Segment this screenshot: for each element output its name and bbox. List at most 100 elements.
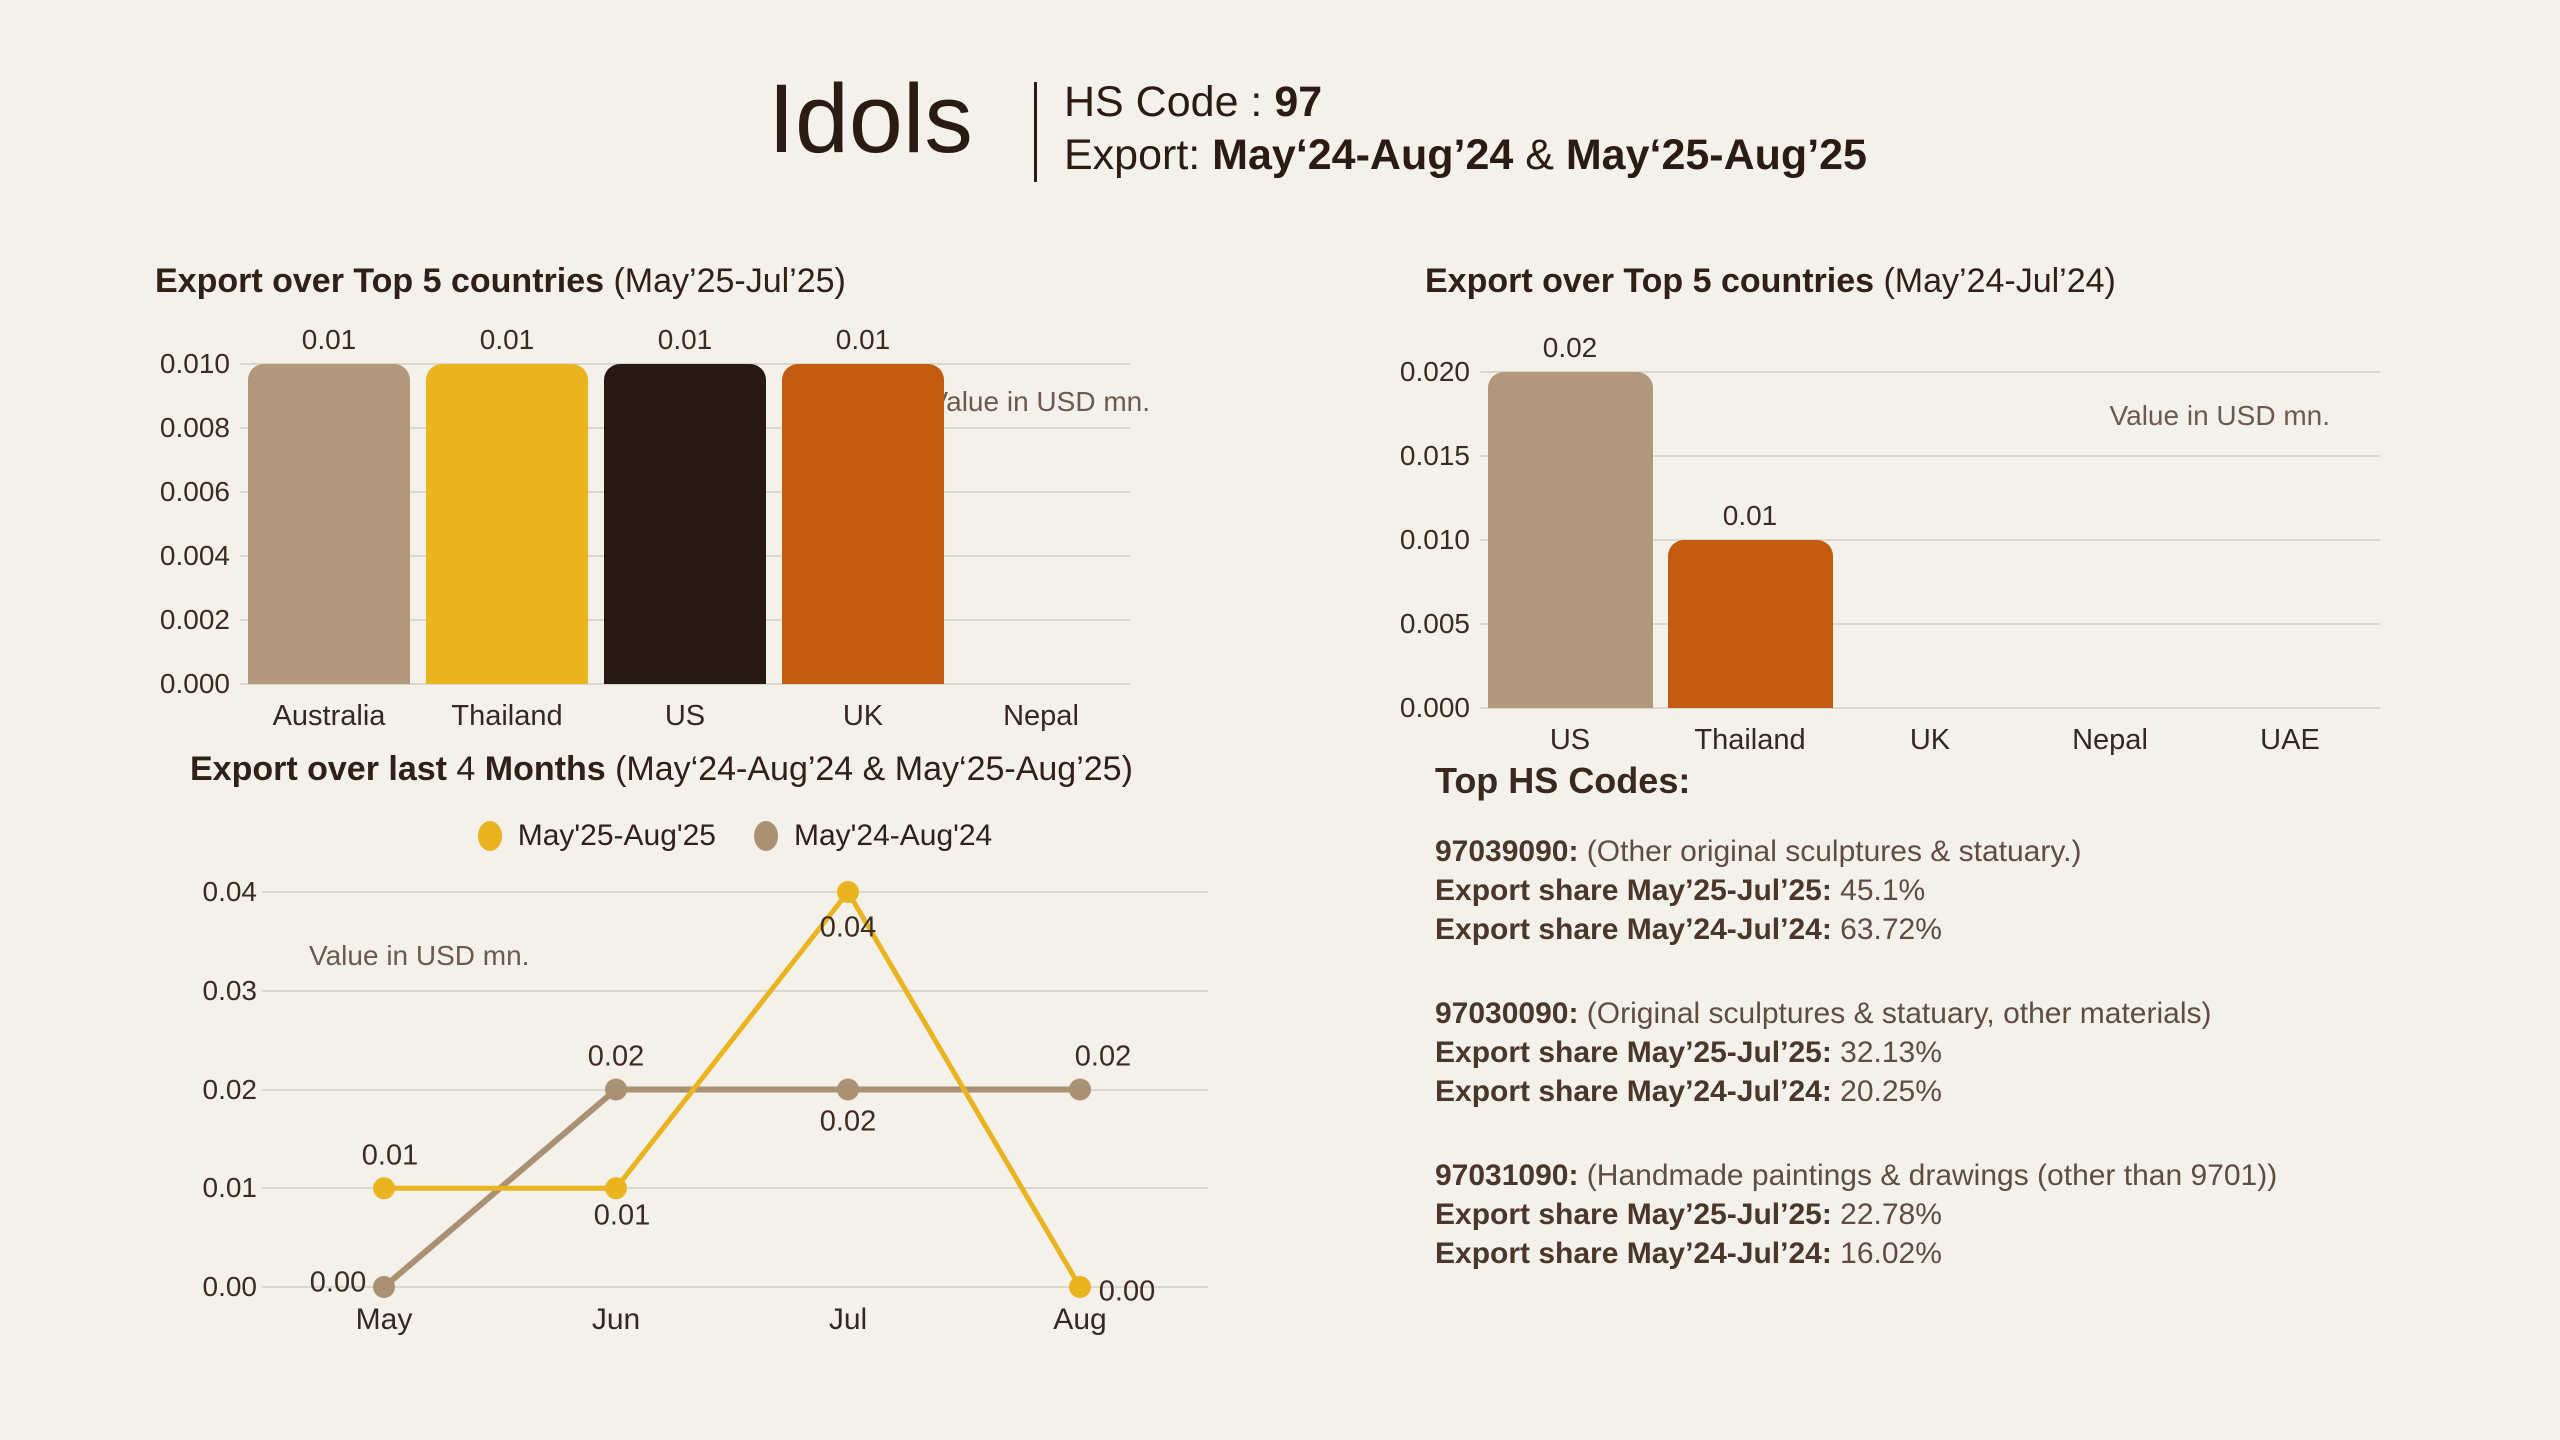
- share-value-25: 22.78%: [1831, 1198, 1942, 1231]
- x-category-label-nepal: Nepal: [1003, 700, 1079, 732]
- x-category-label-us: US: [664, 700, 706, 732]
- point-value-label-may-25-aug-25-jun: 0.01: [593, 1199, 651, 1232]
- hs-code-share-line: Export share May’25-Jul’25: 22.78%: [1435, 1195, 2555, 1234]
- data-point-may-25-aug-25-jul: [837, 881, 859, 903]
- bar-value-label-us: 0.01: [657, 324, 713, 355]
- bar-chart-2025-title-range: (May’25-Jul’25): [604, 262, 846, 300]
- y-axis-tick-label: 0.000: [1399, 692, 1470, 723]
- hs-code-description-line: 97030090: (Original sculptures & statuar…: [1435, 994, 2555, 1033]
- bar-chart-2025-axis-note: Value in USD mn.: [929, 386, 1150, 417]
- y-gridline: [1480, 539, 2380, 541]
- y-gridline: [1480, 707, 2380, 709]
- point-value-label-may-25-aug-25-aug: 0.00: [1098, 1275, 1156, 1308]
- x-category-label-uk: UK: [842, 700, 884, 732]
- export-ampersand: &: [1513, 131, 1566, 179]
- y-gridline: [262, 891, 1208, 893]
- legend-label-may-24-aug-24: May'24-Aug'24: [794, 819, 993, 852]
- hs-code-description-line: 97039090: (Other original sculptures & s…: [1435, 832, 2555, 871]
- share-label-24: Export share May’24-Jul’24:: [1435, 913, 1832, 946]
- share-label-25: Export share May’25-Jul’25:: [1435, 1198, 1832, 1231]
- x-category-label-thailand: Thailand: [1694, 724, 1806, 756]
- hs-code-entry: 97031090: (Handmade paintings & drawings…: [1435, 1156, 2555, 1273]
- legend-dot-may-24-aug-24: [754, 821, 778, 851]
- line-chart-title-bold-2: Months: [484, 750, 606, 788]
- y-axis-tick-label: 0.010: [159, 348, 230, 379]
- y-gridline: [262, 1286, 1208, 1288]
- bar-value-label-thailand: 0.01: [1722, 500, 1778, 531]
- bar-chart-2024-axis-note: Value in USD mn.: [2109, 400, 2330, 431]
- bar-value-label-uk: 0.01: [835, 324, 891, 355]
- hs-code-share-line: Export share May’24-Jul’24: 20.25%: [1435, 1072, 2555, 1111]
- line-chart-plot: 0.04 0.03 0.02 0.01 0.00 May Jun Jul Aug 0.01 0.01…: [203, 876, 1208, 1336]
- y-axis-tick-label: 0.000: [159, 668, 230, 699]
- line-chart-canvas: [373, 881, 1091, 1298]
- hs-code-description: (Other original sculptures & statuary.): [1578, 835, 2082, 868]
- y-axis-tick-label: 0.005: [1399, 608, 1470, 639]
- page-title: Idols: [768, 64, 973, 173]
- share-label-25: Export share May’25-Jul’25:: [1435, 1036, 1832, 1069]
- bar-chart-2025-title-bold: Export over Top 5 countries: [155, 262, 605, 300]
- top-hs-codes-section: Top HS Codes: 97039090: (Other original …: [1435, 760, 2555, 1318]
- y-axis-tick-label: 0.01: [202, 1172, 258, 1204]
- share-value-25: 32.13%: [1831, 1036, 1942, 1069]
- share-value-25: 45.1%: [1831, 874, 1926, 907]
- share-value-24: 20.25%: [1831, 1075, 1942, 1108]
- y-gridline: [262, 989, 1208, 992]
- bar-chart-2024-title: Export over Top 5 countries (May’24-Jul’…: [1425, 262, 2116, 301]
- bar-chart-2024-plot: 0.020 0.015 0.010 0.005 0.000 US 0.02 Thailand 0…: [1400, 332, 2380, 756]
- bar-chart-2024-title-range: (May’24-Jul’24): [1874, 262, 2116, 300]
- line-series-may-25-aug-25: [381, 887, 1083, 1290]
- month-label-jun: Jun: [591, 1303, 641, 1336]
- hs-code-share-line: Export share May’25-Jul’25: 32.13%: [1435, 1033, 2555, 1072]
- line-chart-title-bold-1: Export over last: [190, 750, 447, 788]
- export-range-2: May‘25-Aug’25: [1565, 131, 1867, 179]
- bar-chart-2024-title-bold: Export over Top 5 countries: [1425, 262, 1875, 300]
- hs-code-entry: 97030090: (Original sculptures & statuar…: [1435, 994, 2555, 1111]
- data-point-may-25-aug-25-aug: [1069, 1276, 1091, 1298]
- hs-code-description: (Original sculptures & statuary, other m…: [1578, 997, 2212, 1030]
- y-gridline: [262, 1187, 1208, 1190]
- export-range-line: Export: May‘24-Aug’24 & May‘25-Aug’25: [1064, 129, 1867, 182]
- month-label-may: May: [355, 1303, 413, 1336]
- hs-code-number: 97031090:: [1435, 1159, 1579, 1192]
- data-point-may-24-aug-24-aug: [1069, 1078, 1091, 1101]
- bar-chart-2025-title: Export over Top 5 countries (May’25-Jul’…: [155, 262, 846, 301]
- y-axis-tick-label: 0.03: [202, 974, 258, 1006]
- month-label-aug: Aug: [1053, 1303, 1107, 1336]
- point-value-label-may-24-aug-24-jul: 0.02: [819, 1105, 877, 1138]
- bar-value-label-us: 0.02: [1542, 332, 1598, 363]
- bar-chart-2025-plot: 0.010 0.008 0.006 0.004 0.002 0.000 Australia 0…: [160, 324, 1130, 732]
- legend-item-may-24-aug-24: May'24-Aug'24: [754, 819, 992, 853]
- y-axis-tick-label: 0.020: [1399, 356, 1470, 387]
- point-value-label-may-25-aug-25-may: 0.01: [361, 1139, 419, 1172]
- point-value-label-may-25-aug-25-jul: 0.04: [819, 911, 877, 944]
- hs-code-label: HS Code :: [1064, 78, 1275, 126]
- y-axis-tick-label: 0.010: [1399, 524, 1470, 555]
- point-value-label-may-24-aug-24-jun: 0.02: [587, 1040, 645, 1073]
- x-category-label-thailand: Thailand: [451, 700, 563, 732]
- header-divider: [1034, 82, 1037, 182]
- share-value-24: 16.02%: [1831, 1237, 1942, 1270]
- share-value-24: 63.72%: [1831, 913, 1942, 946]
- y-axis-tick-label: 0.015: [1399, 440, 1470, 471]
- legend-label-may-25-aug-25: May'25-Aug'25: [517, 819, 716, 852]
- y-axis-tick-label: 0.02: [202, 1073, 258, 1105]
- y-axis-tick-label: 0.04: [202, 876, 258, 907]
- hs-code-value: 97: [1274, 78, 1323, 126]
- bar-value-label-thailand: 0.01: [479, 324, 535, 355]
- x-category-label-australia: Australia: [272, 700, 386, 732]
- point-value-label-may-24-aug-24-may: 0.00: [309, 1266, 367, 1299]
- bar-us: [1487, 372, 1653, 708]
- line-chart-title: Export over last 4 Months (May‘24-Aug’24…: [190, 750, 1133, 789]
- x-category-label-uk: UK: [1909, 724, 1951, 756]
- hs-code-entry: 97039090: (Other original sculptures & s…: [1435, 832, 2555, 949]
- bar-us: [604, 364, 766, 684]
- y-axis-tick-label: 0.002: [159, 604, 230, 635]
- hs-code-line: HS Code : 97: [1064, 76, 1867, 129]
- share-label-24: Export share May’24-Jul’24:: [1435, 1237, 1832, 1270]
- y-gridline: [1480, 371, 2380, 373]
- y-gridline: [1480, 455, 2380, 457]
- share-label-25: Export share May’25-Jul’25:: [1435, 874, 1832, 907]
- month-label-jul: Jul: [828, 1303, 868, 1336]
